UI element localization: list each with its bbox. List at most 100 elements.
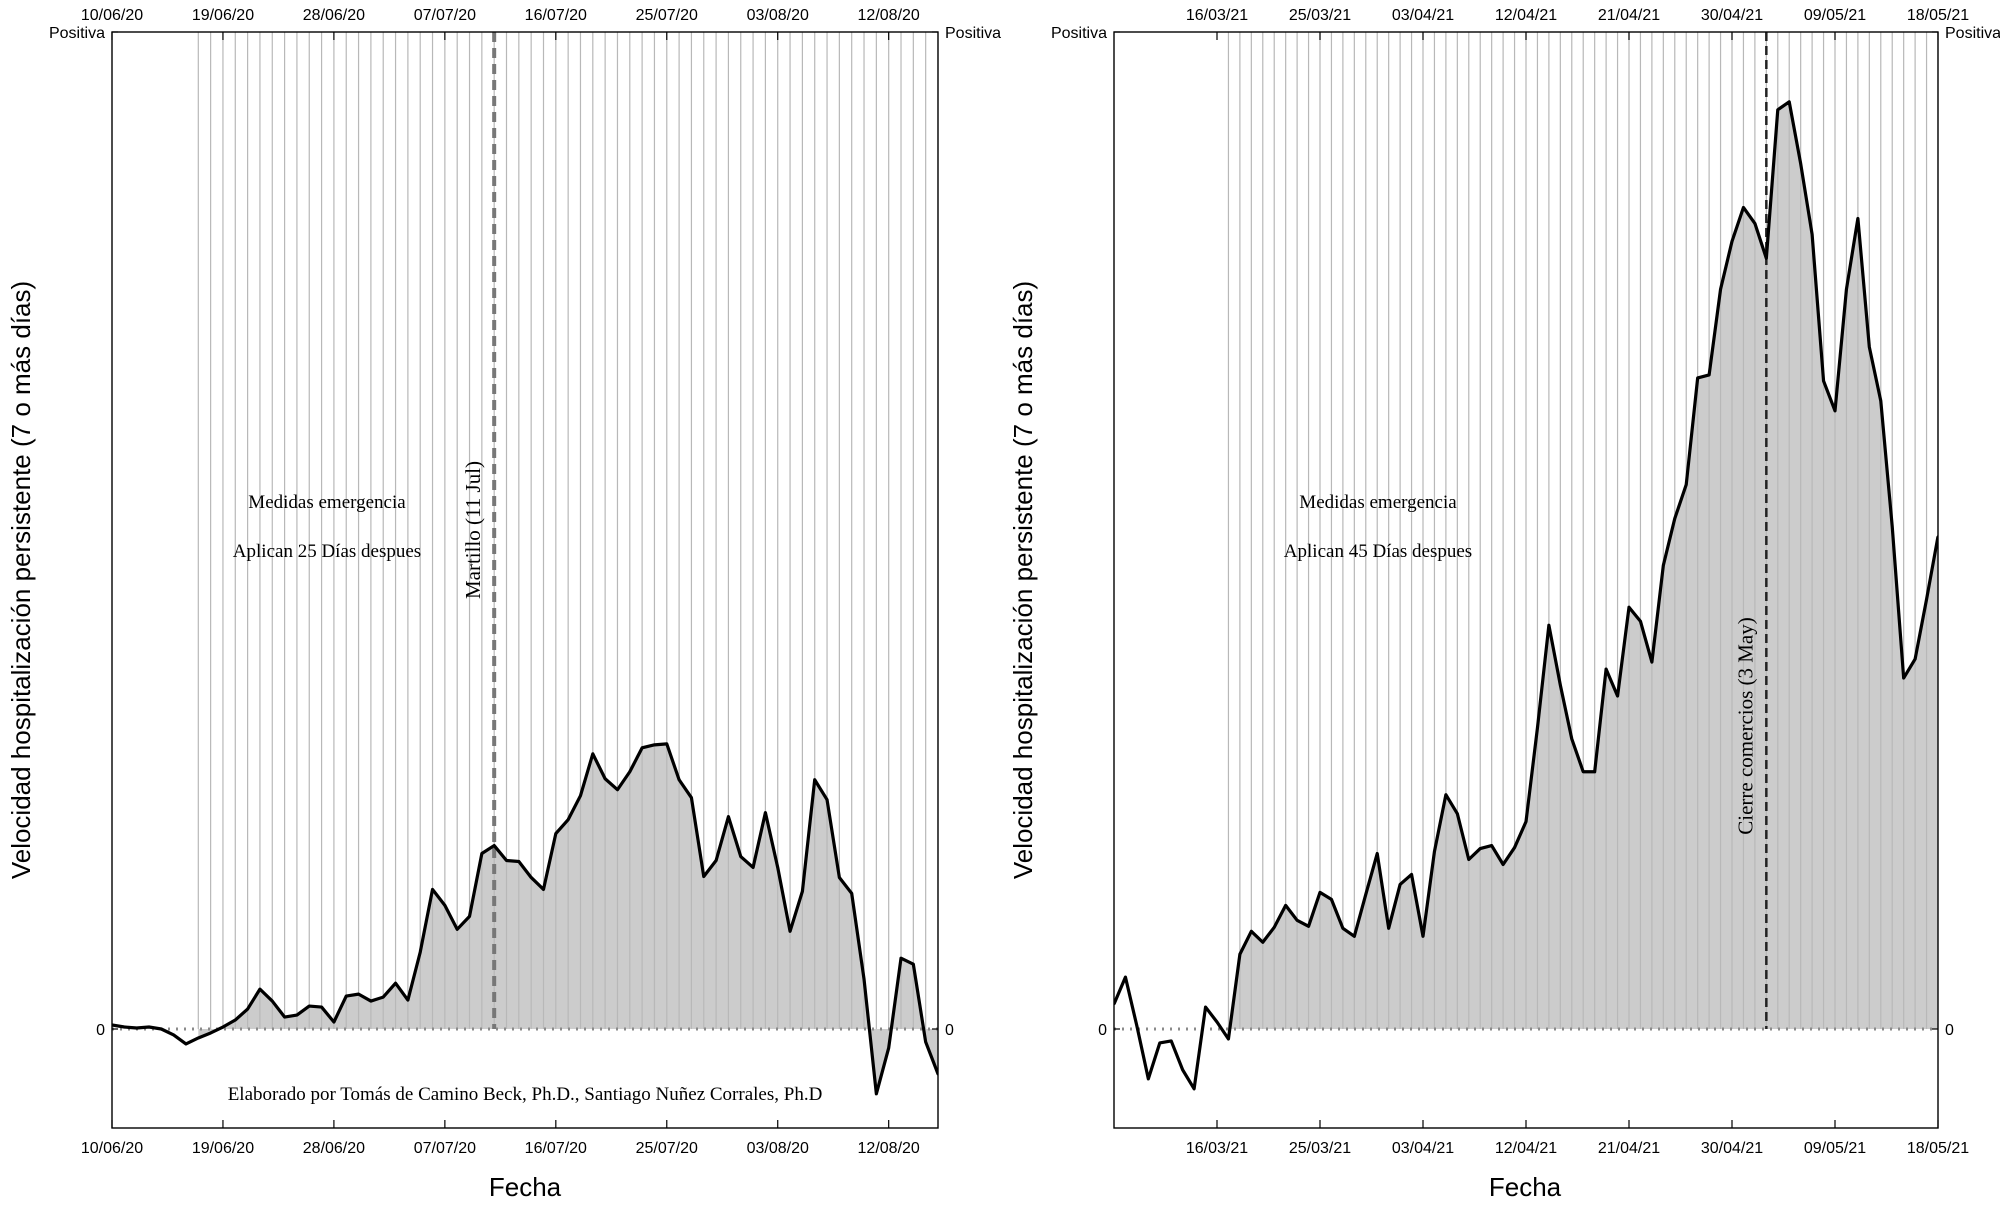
data-point	[1891, 525, 1894, 528]
data-point	[1261, 941, 1264, 944]
data-point	[1204, 1005, 1207, 1009]
data-point	[1730, 240, 1734, 243]
data-point	[1582, 770, 1585, 773]
x-tick-label-top: 10/06/20	[81, 7, 143, 24]
data-point	[135, 1026, 138, 1030]
data-point	[1215, 1020, 1219, 1024]
plot-area	[112, 32, 938, 1096]
y-tick-label: Positiva	[1051, 25, 1107, 42]
data-point	[1433, 850, 1436, 853]
data-point	[899, 957, 903, 960]
data-point	[1719, 288, 1722, 291]
data-point	[221, 1025, 225, 1029]
data-point	[1776, 108, 1779, 111]
y-tick-label-right: 0	[945, 1022, 954, 1039]
data-point	[603, 777, 607, 780]
data-point	[1902, 676, 1905, 680]
data-point	[1913, 657, 1917, 661]
data-point	[480, 852, 484, 855]
data-point	[283, 1015, 286, 1019]
x-tick-label-top: 19/06/20	[192, 7, 254, 24]
data-point	[912, 962, 915, 966]
annotation: Medidas emergencia	[1299, 492, 1457, 513]
area-fill	[198, 743, 938, 1094]
event-marker-label: Cierre comercios (3 May)	[1733, 617, 1757, 835]
data-point	[1192, 1087, 1196, 1091]
area-fill	[1228, 101, 1938, 1039]
data-point	[776, 866, 779, 869]
data-point	[1788, 100, 1791, 103]
data-point	[160, 1027, 163, 1031]
data-point	[1467, 858, 1470, 861]
data-point	[1479, 847, 1482, 850]
x-tick-label: 16/03/21	[1186, 1140, 1248, 1157]
data-point	[764, 811, 767, 814]
x-tick-label: 16/07/20	[525, 1140, 587, 1157]
data-point	[1833, 409, 1837, 413]
x-tick-label: 25/07/20	[636, 1140, 698, 1157]
data-point	[1799, 162, 1802, 165]
data-point	[1685, 483, 1688, 486]
x-tick-label-top: 16/03/21	[1186, 7, 1248, 24]
data-point	[1673, 517, 1676, 520]
data-point	[1662, 564, 1665, 567]
data-point	[1513, 846, 1516, 849]
y-tick-label: 0	[1098, 1022, 1107, 1039]
data-point	[1364, 893, 1367, 896]
data-point	[123, 1025, 126, 1029]
data-point	[1616, 694, 1619, 698]
y-tick-label-right: Positiva	[1945, 25, 2000, 42]
x-tick-label-top: 25/07/20	[636, 7, 698, 24]
data-point	[505, 859, 508, 862]
data-point	[1238, 953, 1242, 956]
plot-area	[1114, 32, 1938, 1091]
x-tick-label: 03/08/20	[747, 1140, 809, 1157]
x-tick-label-top: 07/07/20	[414, 7, 476, 24]
data-point	[1765, 257, 1768, 260]
data-point	[1410, 873, 1413, 876]
data-point	[308, 1004, 311, 1008]
x-tick-label: 19/06/20	[192, 1140, 254, 1157]
data-point	[850, 892, 853, 895]
data-point	[1376, 852, 1379, 855]
data-point	[1330, 898, 1333, 901]
data-point	[357, 992, 360, 996]
data-point	[1421, 935, 1425, 938]
data-point	[591, 752, 595, 756]
x-tick-label-top: 09/05/21	[1804, 7, 1866, 24]
data-point	[443, 904, 447, 907]
x-tick-label: 10/06/20	[81, 1140, 143, 1157]
x-tick-label-top: 21/04/21	[1598, 7, 1660, 24]
data-point	[714, 859, 718, 862]
data-point	[1627, 606, 1631, 609]
data-point	[887, 1046, 890, 1050]
data-point	[1387, 927, 1390, 930]
data-point	[1845, 288, 1848, 291]
x-tick-label: 09/05/21	[1804, 1140, 1866, 1157]
annotation: Medidas emergencia	[248, 492, 406, 513]
data-point	[1124, 975, 1127, 979]
data-point	[579, 794, 582, 797]
data-point	[554, 832, 558, 835]
data-point	[419, 951, 422, 954]
x-tick-label: 30/04/21	[1701, 1140, 1763, 1157]
data-point	[172, 1033, 175, 1037]
data-point	[838, 876, 841, 879]
data-point	[382, 995, 385, 999]
data-point	[677, 778, 681, 781]
x-tick-label: 18/05/21	[1907, 1140, 1969, 1157]
data-point	[1490, 844, 1493, 847]
data-point	[209, 1031, 212, 1035]
data-point	[246, 1007, 249, 1011]
data-point	[1822, 379, 1825, 383]
chart-panel-left: 10/06/20 19/06/20 28/06/20 07/07/20 16/07/20…	[6, 7, 1001, 1202]
data-point	[492, 844, 496, 847]
x-axis-title: Fecha	[489, 1172, 562, 1202]
data-point	[640, 746, 644, 750]
data-point	[653, 743, 656, 747]
data-point	[813, 778, 816, 781]
data-point	[1501, 863, 1505, 866]
annotation: Aplican 45 Días despues	[1284, 541, 1472, 562]
data-point	[690, 796, 693, 799]
data-point	[1925, 598, 1928, 601]
